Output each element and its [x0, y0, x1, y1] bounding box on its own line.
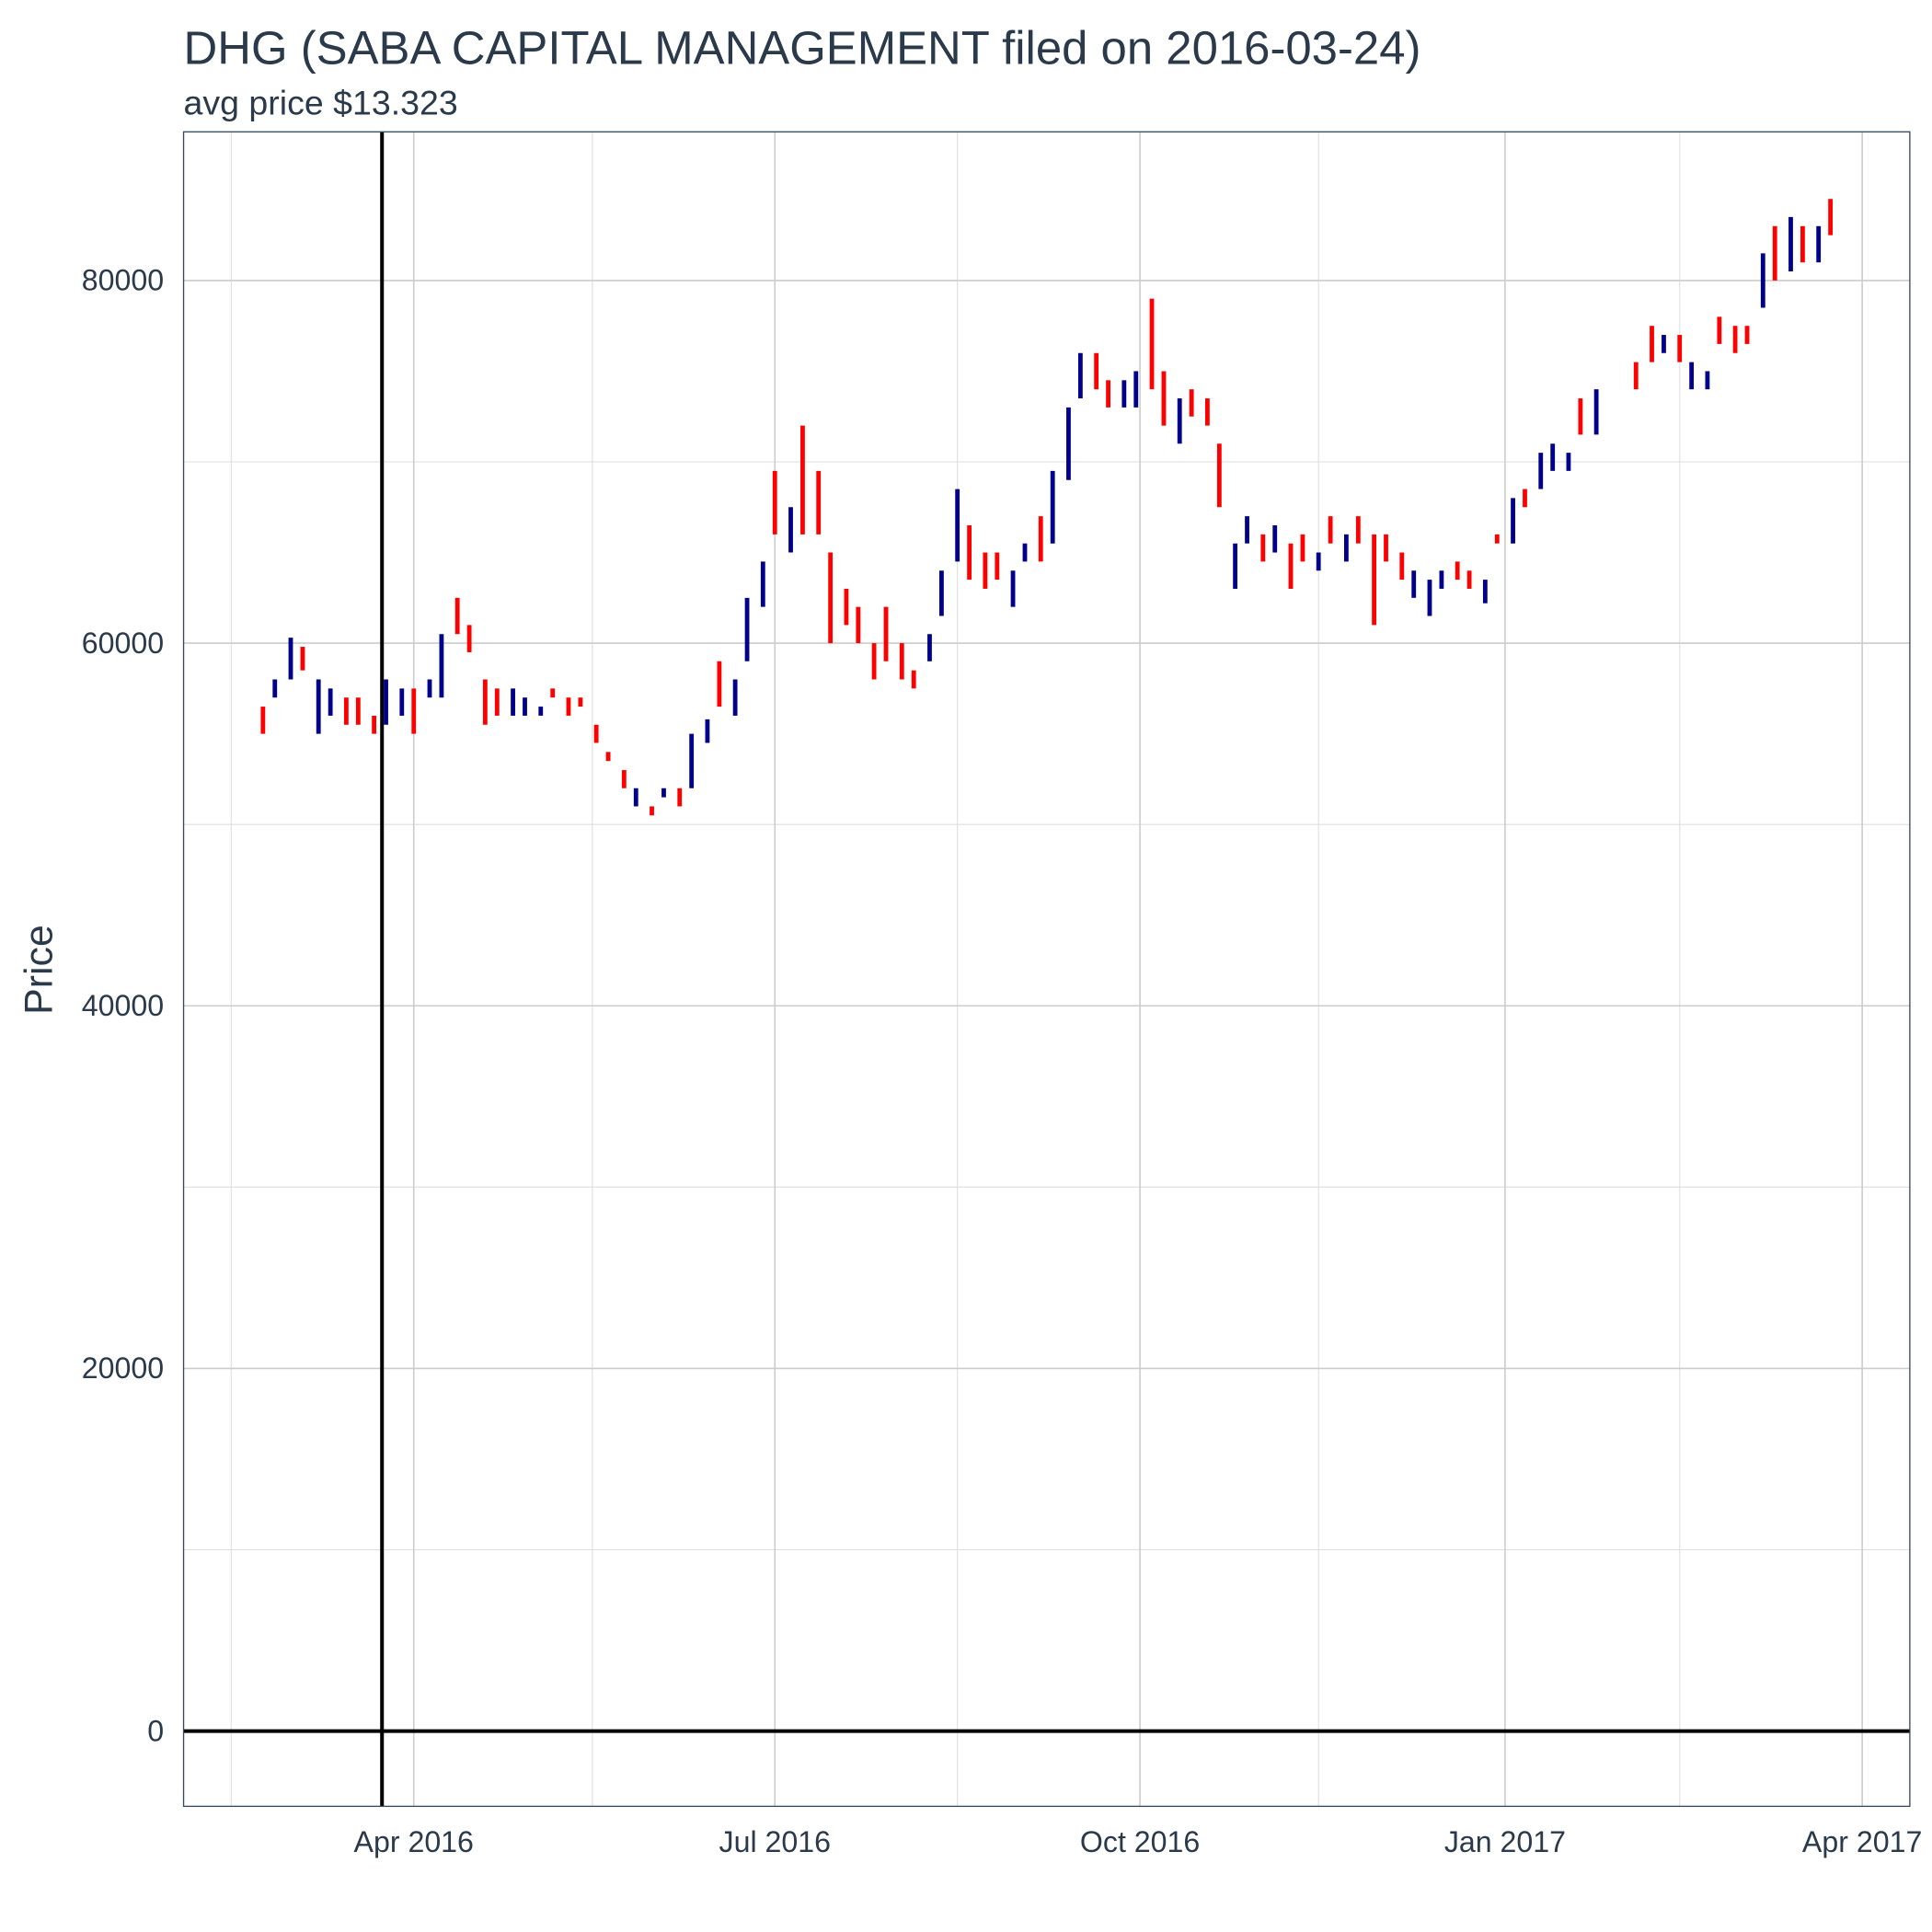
y-tick-label: 80000 [82, 264, 164, 297]
y-tick-label: 40000 [82, 989, 164, 1022]
x-tick-label: Apr 2017 [1802, 1825, 1922, 1858]
marks [183, 132, 1910, 1807]
grid [183, 132, 1910, 1807]
y-tick-label: 60000 [82, 627, 164, 660]
x-tick-label: Jan 2017 [1444, 1825, 1566, 1858]
x-tick-label: Oct 2016 [1080, 1825, 1200, 1858]
y-axis-label: Price [17, 925, 61, 1015]
panel-border [182, 131, 1911, 1808]
x-tick-label: Jul 2016 [719, 1825, 831, 1858]
y-tick-label: 0 [147, 1714, 164, 1747]
y-tick-label: 20000 [82, 1351, 164, 1385]
chart-title: DHG (SABA CAPITAL MANAGEMENT filed on 20… [184, 22, 1421, 75]
chart-subtitle: avg price $13.323 [184, 84, 458, 122]
x-tick-label: Apr 2016 [354, 1825, 474, 1858]
